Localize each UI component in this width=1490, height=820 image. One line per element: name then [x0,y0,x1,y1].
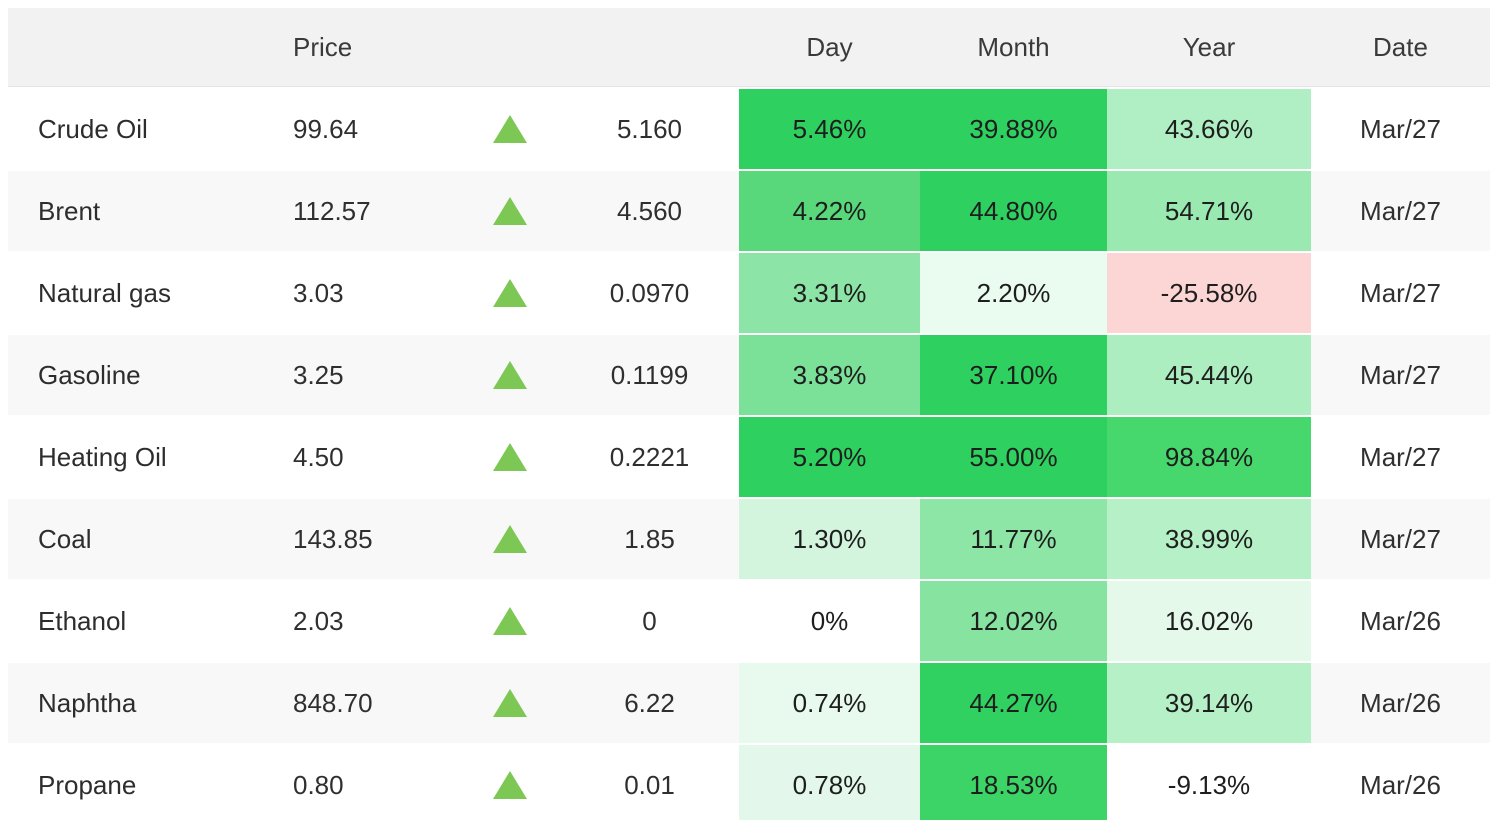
up-arrow-icon [493,443,527,471]
header-month: Month [977,31,1050,62]
change-value: 0.2221 [609,441,690,472]
table-row[interactable]: Naphtha 848.70 6.22 0.74% 44.27% 39.14% … [8,661,1490,743]
day-change-cell: 0.74% [739,663,920,743]
arrow-cell [460,689,560,717]
arrow-cell [460,115,560,143]
arrow-cell [460,197,560,225]
table-row[interactable]: Natural gas 3.03 0.0970 3.31% 2.20% -25.… [8,251,1490,333]
date-value: Mar/26 [1360,687,1441,718]
arrow-cell [460,361,560,389]
up-arrow-icon [493,525,527,553]
commodity-name-link[interactable]: Naphtha [38,687,137,718]
price-value: 143.85 [293,523,373,554]
month-change-cell: 12.02% [920,581,1107,661]
commodity-name-link[interactable]: Ethanol [38,605,127,636]
month-change-cell: 37.10% [920,335,1107,415]
month-change-cell: 39.88% [920,89,1107,169]
date-value: Mar/27 [1360,523,1441,554]
month-change-cell: 2.20% [920,253,1107,333]
change-value: 1.85 [624,523,675,554]
year-change-cell: 45.44% [1107,335,1311,415]
day-change-cell: 0% [810,606,849,636]
date-value: Mar/26 [1360,605,1441,636]
year-change-cell: 54.71% [1107,171,1311,251]
year-change-cell: -25.58% [1107,253,1311,333]
day-change-cell: 3.31% [739,253,920,333]
day-change-cell: 3.83% [739,335,920,415]
up-arrow-icon [493,689,527,717]
up-arrow-icon [493,197,527,225]
day-change-cell: 0.78% [739,745,920,820]
year-change-cell: 43.66% [1107,89,1311,169]
up-arrow-icon [493,115,527,143]
header-year: Year [1182,31,1236,62]
year-change-cell: 16.02% [1107,581,1311,661]
change-value: 6.22 [624,687,675,718]
commodity-name-link[interactable]: Gasoline [38,359,141,390]
change-value: 0 [642,605,657,636]
up-arrow-icon [493,279,527,307]
price-value: 4.50 [293,441,344,472]
table-row[interactable]: Coal 143.85 1.85 1.30% 11.77% 38.99% Mar… [8,497,1490,579]
date-value: Mar/27 [1360,195,1441,226]
date-value: Mar/27 [1360,441,1441,472]
year-change-cell: 39.14% [1107,663,1311,743]
up-arrow-icon [493,361,527,389]
commodities-table: Price Day Month Year Date Crude Oil 99.6… [8,8,1490,820]
header-day: Day [806,31,853,62]
month-change-cell: 18.53% [920,745,1107,820]
price-value: 112.57 [293,195,371,226]
table-row[interactable]: Ethanol 2.03 0 0% 12.02% 16.02% Mar/26 [8,579,1490,661]
commodity-name-link[interactable]: Propane [38,769,137,800]
arrow-cell [460,279,560,307]
commodity-name-link[interactable]: Heating Oil [38,441,167,472]
date-value: Mar/27 [1360,277,1441,308]
day-change-cell: 4.22% [739,171,920,251]
change-value: 5.160 [616,113,683,144]
date-value: Mar/26 [1360,769,1441,800]
price-value: 848.70 [293,687,373,718]
arrow-cell [460,771,560,799]
price-value: 0.80 [293,769,344,800]
month-change-cell: 44.27% [920,663,1107,743]
price-value: 3.03 [293,277,344,308]
table-row[interactable]: Brent 112.57 4.560 4.22% 44.80% 54.71% M… [8,169,1490,251]
table-row[interactable]: Crude Oil 99.64 5.160 5.46% 39.88% 43.66… [8,87,1490,169]
table-row[interactable]: Gasoline 3.25 0.1199 3.83% 37.10% 45.44%… [8,333,1490,415]
date-value: Mar/27 [1360,359,1441,390]
commodity-name-link[interactable]: Crude Oil [38,113,148,144]
up-arrow-icon [493,607,527,635]
commodity-name-link[interactable]: Brent [38,195,101,226]
day-change-cell: 5.46% [739,89,920,169]
change-value: 4.560 [616,195,683,226]
header-date: Date [1373,31,1428,62]
year-change-cell: 38.99% [1107,499,1311,579]
price-value: 3.25 [293,359,344,390]
table-body: Crude Oil 99.64 5.160 5.46% 39.88% 43.66… [8,87,1490,820]
table-header-row: Price Day Month Year Date [8,8,1490,87]
up-arrow-icon [493,771,527,799]
month-change-cell: 55.00% [920,417,1107,497]
arrow-cell [460,525,560,553]
date-value: Mar/27 [1360,113,1441,144]
table-row[interactable]: Propane 0.80 0.01 0.78% 18.53% -9.13% Ma… [8,743,1490,820]
month-change-cell: 11.77% [920,499,1107,579]
price-value: 2.03 [293,605,344,636]
year-change-cell: -9.13% [1167,770,1251,800]
arrow-cell [460,443,560,471]
table-row[interactable]: Heating Oil 4.50 0.2221 5.20% 55.00% 98.… [8,415,1490,497]
change-value: 0.0970 [609,277,690,308]
header-price: Price [293,31,353,62]
price-value: 99.64 [293,113,359,144]
year-change-cell: 98.84% [1107,417,1311,497]
arrow-cell [460,607,560,635]
change-value: 0.01 [624,769,675,800]
commodity-name-link[interactable]: Natural gas [38,277,171,308]
change-value: 0.1199 [610,359,689,390]
day-change-cell: 5.20% [739,417,920,497]
month-change-cell: 44.80% [920,171,1107,251]
day-change-cell: 1.30% [739,499,920,579]
commodity-name-link[interactable]: Coal [38,523,92,554]
